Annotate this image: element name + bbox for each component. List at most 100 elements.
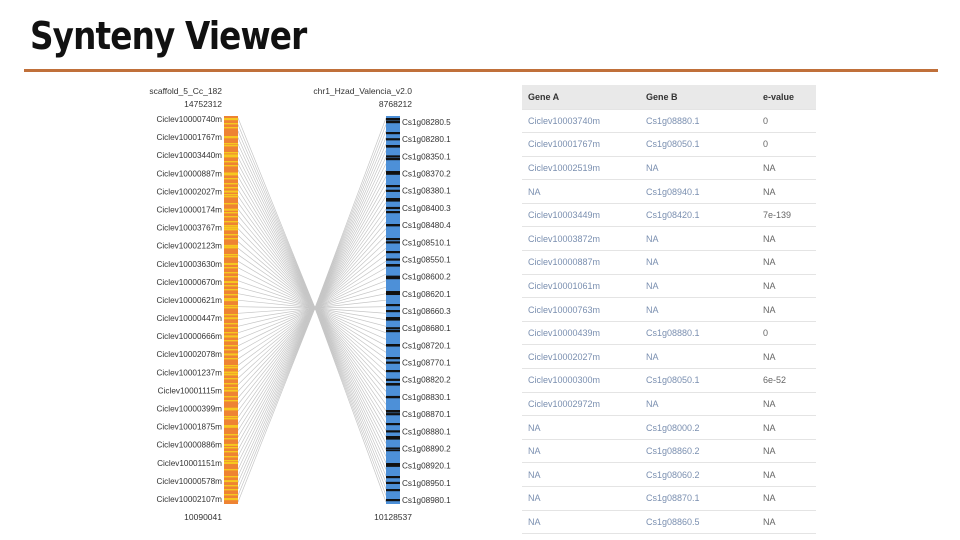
- chromosome-a-band: [224, 152, 238, 154]
- table-row[interactable]: Ciclev10000763m NA NA: [522, 297, 816, 322]
- gene-a-label[interactable]: Ciclev10000670m: [156, 278, 222, 287]
- gene-a-label[interactable]: Ciclev10000666m: [156, 332, 222, 341]
- gene-b-label[interactable]: Cs1g08380.1: [402, 187, 451, 196]
- table-row[interactable]: NA Cs1g08940.1 NA: [522, 179, 816, 204]
- gene-b-label[interactable]: Cs1g08510.1: [402, 238, 451, 247]
- gene-a-label[interactable]: Ciclev10003440m: [156, 151, 222, 160]
- gene-b-label[interactable]: Cs1g08880.1: [402, 427, 451, 436]
- gene-a-cell[interactable]: Ciclev10001767m: [522, 132, 640, 157]
- gene-b-label[interactable]: Cs1g08550.1: [402, 255, 451, 264]
- chromosome-b-band: [386, 278, 400, 280]
- gene-a-cell[interactable]: Ciclev10003449m: [522, 202, 640, 227]
- gene-b-cell[interactable]: Cs1g08060.2: [640, 462, 757, 487]
- gene-b-label[interactable]: Cs1g08620.1: [402, 290, 451, 299]
- gene-b-label[interactable]: Cs1g08350.1: [402, 152, 451, 161]
- gene-a-label[interactable]: Ciclev10000621m: [156, 296, 222, 305]
- table-row[interactable]: Ciclev10003449m Cs1g08420.1 7e-139: [522, 202, 816, 227]
- table-row[interactable]: Ciclev10003872m NA NA: [522, 226, 816, 251]
- gene-a-label[interactable]: Ciclev10000447m: [156, 314, 222, 323]
- chromosome-a-gene-mark: [224, 136, 238, 139]
- table-row[interactable]: NA Cs1g08000.2 NA: [522, 415, 816, 440]
- table-row[interactable]: Ciclev10002972m NA NA: [522, 391, 816, 416]
- gene-b-cell[interactable]: Cs1g08860.2: [640, 438, 757, 463]
- chromosome-a-band: [224, 494, 238, 496]
- table-row[interactable]: Ciclev10002027m NA NA: [522, 344, 816, 369]
- gene-b-cell[interactable]: Cs1g08050.1: [640, 368, 757, 393]
- gene-b-cell[interactable]: Cs1g08870.1: [640, 486, 757, 511]
- gene-a-cell[interactable]: Ciclev10003740m: [522, 108, 640, 133]
- chromosome-a-band: [224, 307, 238, 309]
- gene-b-label[interactable]: Cs1g08370.2: [402, 170, 451, 179]
- gene-b-label[interactable]: Cs1g08830.1: [402, 393, 451, 402]
- gene-b-label[interactable]: Cs1g08280.1: [402, 135, 451, 144]
- gene-b-label[interactable]: Cs1g08280.5: [402, 118, 451, 127]
- table-row[interactable]: Ciclev10000300m Cs1g08050.1 6e-52: [522, 368, 816, 393]
- gene-a-cell[interactable]: Ciclev10002972m: [522, 391, 640, 416]
- chromosome-a-band: [224, 194, 238, 196]
- gene-b-label[interactable]: Cs1g08600.2: [402, 273, 451, 282]
- gene-a-label[interactable]: Ciclev10001151m: [157, 459, 222, 468]
- gene-a-label[interactable]: Ciclev10001115m: [158, 386, 223, 395]
- table-row[interactable]: Ciclev10000887m NA NA: [522, 250, 816, 275]
- gene-a-cell[interactable]: Ciclev10002027m: [522, 344, 640, 369]
- table-row[interactable]: Ciclev10001767m Cs1g08050.1 0: [522, 132, 816, 157]
- gene-a-label[interactable]: Ciclev10000740m: [156, 115, 222, 124]
- gene-b-label[interactable]: Cs1g08770.1: [402, 359, 451, 368]
- gene-a-cell[interactable]: Ciclev10000887m: [522, 250, 640, 275]
- table-row[interactable]: NA Cs1g08060.2 NA: [522, 462, 816, 487]
- gene-a-label[interactable]: Ciclev10000174m: [156, 205, 222, 214]
- gene-b-cell[interactable]: Cs1g08860.5: [640, 509, 757, 535]
- gene-b-cell[interactable]: Cs1g08880.1: [640, 108, 757, 133]
- chromosome-a-band: [224, 447, 238, 449]
- gene-a-cell[interactable]: Ciclev10000763m: [522, 297, 640, 322]
- gene-b-label[interactable]: Cs1g08980.1: [402, 496, 451, 505]
- gene-b-label[interactable]: Cs1g08820.2: [402, 376, 451, 385]
- gene-a-label[interactable]: Ciclev10003630m: [156, 260, 222, 269]
- gene-a-label[interactable]: Ciclev10002027m: [156, 187, 222, 196]
- table-row[interactable]: NA Cs1g08860.2 NA: [522, 438, 816, 463]
- chromosome-b-gene-mark: [386, 447, 400, 450]
- gene-b-label[interactable]: Cs1g08720.1: [402, 341, 451, 350]
- gene-b-label[interactable]: Cs1g08480.4: [402, 221, 451, 230]
- table-row[interactable]: Ciclev10001061m NA NA: [522, 273, 816, 298]
- chromosome-a-gene-mark: [224, 389, 238, 392]
- gene-a-label[interactable]: Ciclev10002078m: [156, 350, 222, 359]
- chromosome-a-gene-mark: [224, 480, 238, 483]
- gene-a-label[interactable]: Ciclev10002123m: [156, 242, 222, 251]
- gene-a-label[interactable]: Ciclev10000578m: [156, 477, 222, 486]
- chromosome-b-gene-mark: [386, 310, 400, 313]
- gene-a-label[interactable]: Ciclev10000399m: [156, 405, 222, 414]
- gene-b-label[interactable]: Cs1g08660.3: [402, 307, 451, 316]
- table-row[interactable]: Ciclev10002519m NA NA: [522, 155, 816, 180]
- gene-a-label[interactable]: Ciclev10001767m: [156, 133, 222, 142]
- gene-b-label[interactable]: Cs1g08870.1: [402, 410, 451, 419]
- gene-a-cell[interactable]: Ciclev10001061m: [522, 273, 640, 298]
- gene-a-label[interactable]: Ciclev10003767m: [156, 224, 222, 233]
- gene-a-label[interactable]: Ciclev10001875m: [156, 423, 222, 432]
- table-row[interactable]: NA Cs1g08870.1 NA: [522, 486, 816, 511]
- gene-a-label[interactable]: Ciclev10000886m: [156, 441, 222, 450]
- table-row[interactable]: Ciclev10000439m Cs1g08880.1 0: [522, 320, 816, 345]
- gene-b-label[interactable]: Cs1g08950.1: [402, 479, 451, 488]
- table-row[interactable]: Ciclev10003740m Cs1g08880.1 0: [522, 108, 816, 133]
- gene-b-label[interactable]: Cs1g08680.1: [402, 324, 451, 333]
- gene-b-cell[interactable]: Cs1g08940.1: [640, 179, 757, 204]
- gene-a-cell[interactable]: Ciclev10002519m: [522, 155, 640, 180]
- chromosome-b-gene-mark: [386, 327, 400, 330]
- gene-a-cell[interactable]: Ciclev10000300m: [522, 368, 640, 393]
- gene-b-label[interactable]: Cs1g08400.3: [402, 204, 451, 213]
- gene-b-cell[interactable]: Cs1g08050.1: [640, 132, 757, 157]
- gene-b-label[interactable]: Cs1g08920.1: [402, 462, 451, 471]
- gene-a-cell[interactable]: Ciclev10000439m: [522, 320, 640, 345]
- gene-a-label[interactable]: Ciclev10001237m: [156, 368, 222, 377]
- gene-b-cell[interactable]: Cs1g08420.1: [640, 202, 757, 227]
- gene-a-cell[interactable]: Ciclev10003872m: [522, 226, 640, 251]
- synteny-viewer[interactable]: scaffold_5_Cc_182 14752312 10090041 chr1…: [140, 82, 470, 527]
- gene-b-cell[interactable]: Cs1g08000.2: [640, 415, 757, 440]
- gene-b-label[interactable]: Cs1g08890.2: [402, 444, 451, 453]
- table-row[interactable]: NA Cs1g08860.5 NA: [522, 509, 816, 535]
- gene-a-label[interactable]: Ciclev10000887m: [156, 169, 222, 178]
- gene-a-label[interactable]: Ciclev10002107m: [156, 495, 222, 504]
- gene-b-cell[interactable]: Cs1g08880.1: [640, 320, 757, 345]
